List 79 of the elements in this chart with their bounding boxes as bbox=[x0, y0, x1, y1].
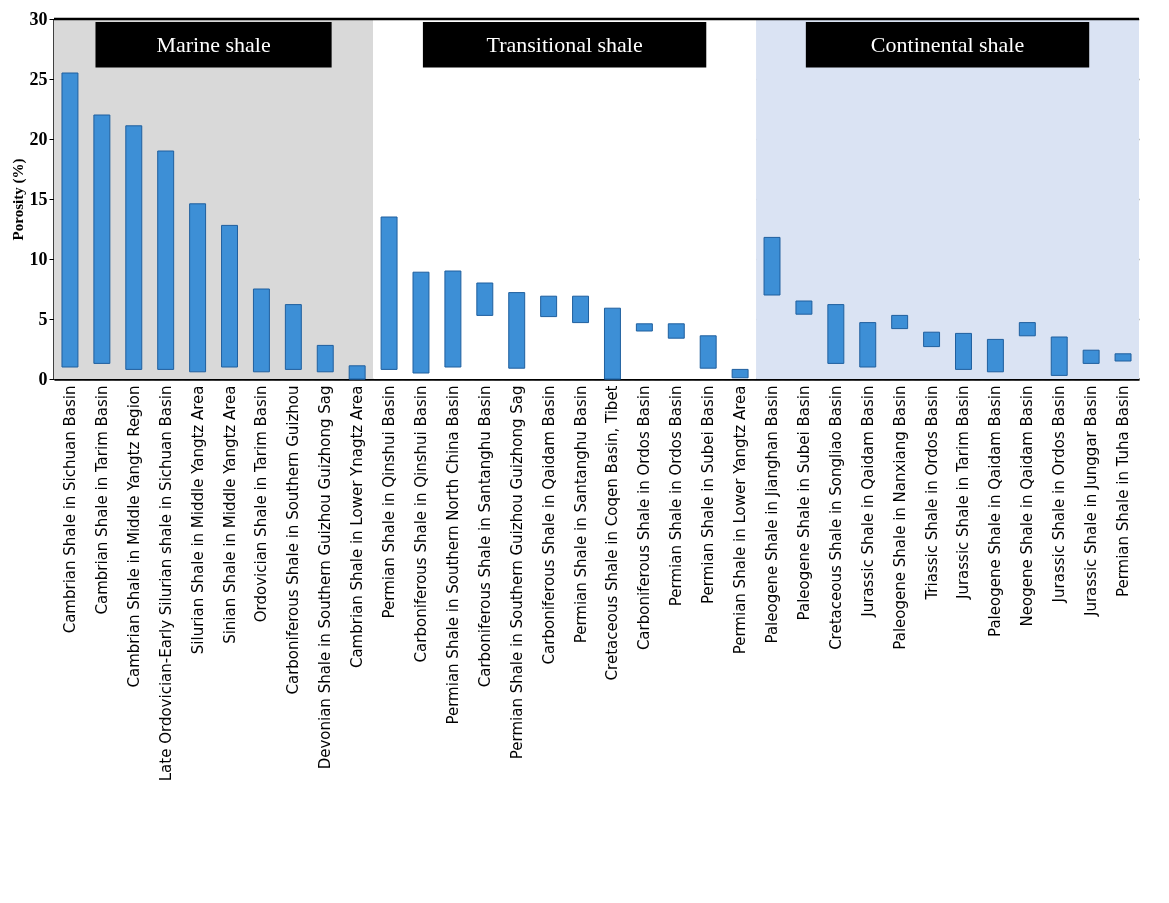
bar bbox=[508, 292, 526, 369]
bar bbox=[252, 288, 270, 373]
bar bbox=[699, 335, 717, 369]
bar bbox=[412, 271, 430, 374]
bar bbox=[1050, 336, 1068, 376]
bar bbox=[125, 125, 143, 370]
x-tick-label: Triassic Shale in Ordos Basin bbox=[922, 385, 941, 601]
bar bbox=[444, 270, 462, 368]
bar bbox=[667, 323, 685, 339]
bar bbox=[1114, 353, 1132, 362]
x-tick-label: Permian Shale in Santanghu Basin bbox=[571, 385, 590, 644]
x-tick-label: Permian Shale in Ordos Basin bbox=[667, 385, 686, 607]
x-tick-label: Carboniferous Shale in Qaidam Basin bbox=[539, 385, 558, 665]
x-tick-label: Paleogene Shale in Jianghan Basin bbox=[763, 385, 782, 644]
x-tick-label: Neogene Shale in Qaidam Basin bbox=[1018, 385, 1037, 627]
y-tick-label: 30 bbox=[29, 8, 48, 29]
x-tick-label: Sinian Shale in Middle Yangtz Area bbox=[220, 385, 239, 644]
x-tick-label: Ordovician Shale in Tarim Basin bbox=[252, 385, 271, 623]
x-tick-label: Cambrian Shale in Sichuan Basin bbox=[60, 385, 79, 634]
bar bbox=[157, 150, 175, 370]
x-tick-label: Carboniferous Shale in Santanghu Basin bbox=[475, 385, 494, 688]
x-tick-label: Cretaceous Shale in Coqen Basin, Tibet bbox=[603, 385, 622, 681]
x-tick-label: Permian Shale in Tuha Basin bbox=[1114, 385, 1133, 598]
y-tick-label: 5 bbox=[38, 308, 48, 329]
x-tick-label: Paleogene Shale in Nanxiang Basin bbox=[890, 385, 909, 650]
bar bbox=[635, 323, 653, 332]
band-label: Marine shale bbox=[156, 31, 271, 57]
y-tick-label: 10 bbox=[29, 248, 48, 269]
bar bbox=[572, 295, 590, 324]
x-tick-label: Paleogene Shale in Qaidam Basin bbox=[986, 385, 1005, 637]
y-axis-title: Porosity (%) bbox=[9, 158, 27, 241]
bar bbox=[986, 338, 1004, 373]
bar bbox=[1018, 322, 1036, 337]
x-tick-label: Devonian Shale in Southern Guizhou Guizhong Sag bbox=[316, 385, 335, 770]
bar bbox=[955, 332, 972, 370]
x-tick-label: Cambrian Shale in Lower Ynagtz Area bbox=[348, 385, 367, 669]
x-tick-label: Permian Shale in Subei Basin bbox=[699, 385, 718, 604]
x-tick-label: Jurassic Shale in Ordos Basin bbox=[1050, 385, 1069, 604]
bar bbox=[540, 295, 558, 318]
bar bbox=[348, 365, 366, 380]
bar bbox=[316, 344, 334, 373]
x-tick-label: Cambrian Shale in Middle Yangtz Region bbox=[124, 385, 143, 688]
x-tick-label: Paleogene Shale in Subei Basin bbox=[794, 385, 813, 621]
x-tick-label: Carboniferous Shale in Ordos Basin bbox=[635, 385, 654, 651]
x-tick-label: Carboniferous Shale in Qinshui Basin bbox=[411, 385, 430, 663]
bar bbox=[189, 203, 207, 373]
bar bbox=[859, 322, 877, 368]
x-tick-label: Permian Shale in Southern Guizhou Guizhong Sag bbox=[507, 385, 526, 760]
bar bbox=[221, 224, 238, 368]
bar bbox=[795, 300, 813, 315]
x-tick-label: Permian Shale in Lower Yangtz Area bbox=[731, 385, 750, 655]
bar bbox=[476, 282, 494, 316]
bar bbox=[1082, 349, 1100, 364]
x-tick-label: Silurian Shale in Middle Yangtz Area bbox=[188, 385, 207, 655]
x-tick-label: Cretaceous Shale in Songliao Basin bbox=[826, 385, 845, 650]
y-tick-label: 15 bbox=[29, 188, 48, 209]
y-tick-label: 25 bbox=[29, 68, 48, 89]
bar bbox=[731, 368, 749, 379]
bar bbox=[93, 114, 111, 364]
bar bbox=[284, 304, 302, 370]
bar bbox=[891, 314, 909, 330]
x-tick-label: Carboniferous Shale in Southern Guizhou bbox=[284, 385, 303, 695]
y-tick-label: 20 bbox=[29, 128, 48, 149]
band-label: Continental shale bbox=[870, 31, 1025, 57]
x-tick-label: Late Ordovician-Early Silurian shale in Sichuan Basin bbox=[156, 385, 175, 782]
x-tick-label: Permian Shale in Southern North China Basin bbox=[443, 385, 462, 725]
bar bbox=[603, 307, 621, 380]
bar bbox=[763, 236, 781, 296]
bar bbox=[923, 331, 941, 348]
x-tick-label: Permian Shale in Qinshui Basin bbox=[380, 385, 399, 619]
bar bbox=[61, 72, 79, 368]
bar bbox=[380, 216, 398, 370]
bar bbox=[827, 304, 845, 364]
x-tick-label: Cambrian Shale in Tarim Basin bbox=[92, 385, 111, 615]
x-tick-label: Jurassic Shale in Qaidam Basin bbox=[858, 385, 877, 618]
band-label: Transitional shale bbox=[486, 31, 643, 57]
y-tick-label: 0 bbox=[38, 368, 48, 389]
x-tick-label: Jurassic Shale in Tarim Basin bbox=[954, 385, 973, 600]
x-tick-label: Jurassic Shale in Junggar Basin bbox=[1082, 385, 1101, 618]
